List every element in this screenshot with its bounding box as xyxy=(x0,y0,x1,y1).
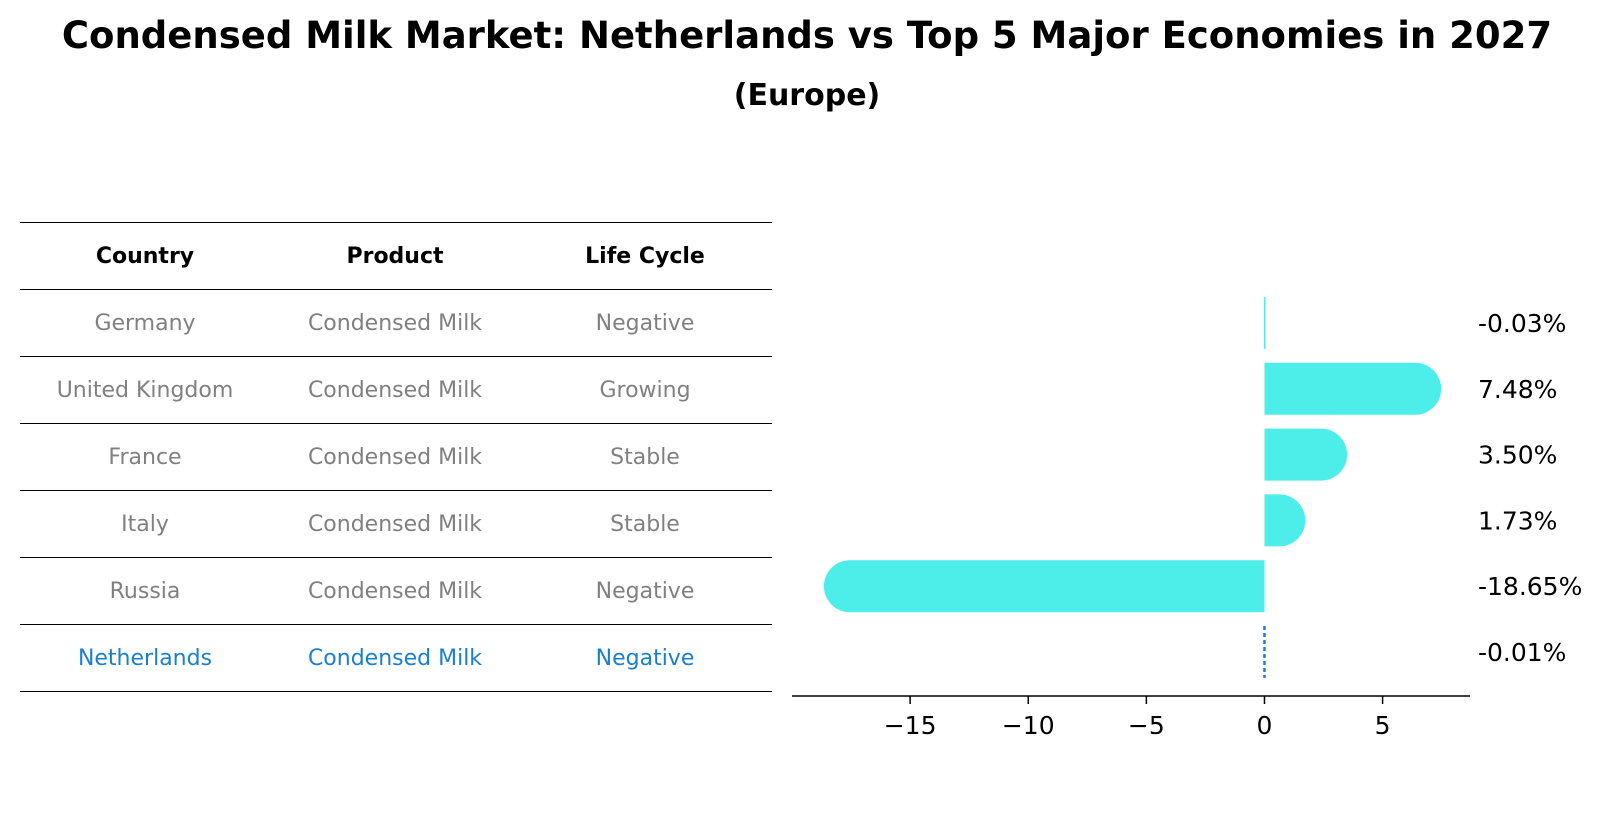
chart-title: Condensed Milk Market: Netherlands vs To… xyxy=(61,14,1553,57)
bar xyxy=(1263,297,1266,349)
cell-life-cycle: Negative xyxy=(595,578,695,604)
value-label: -0.03% xyxy=(1478,309,1566,338)
value-label: -0.01% xyxy=(1478,638,1566,667)
table-row: France Condensed Milk Stable xyxy=(20,423,772,490)
table-row: Italy Condensed Milk Stable xyxy=(20,490,772,557)
table-row-highlighted: Netherlands Condensed Milk Negative xyxy=(20,624,772,692)
cell-life-cycle: Growing xyxy=(599,377,691,403)
comparison-table: Country Product Life Cycle Germany Conde… xyxy=(20,222,772,692)
x-tick-label: 0 xyxy=(1257,711,1273,740)
cell-life-cycle: Negative xyxy=(595,645,695,671)
x-tick-label: −10 xyxy=(1002,711,1055,740)
cell-product: Condensed Milk xyxy=(307,310,483,336)
cell-country: Russia xyxy=(109,578,181,604)
header-product: Product xyxy=(346,243,444,269)
x-tick-label: −15 xyxy=(884,711,937,740)
x-tick-label: −5 xyxy=(1128,711,1165,740)
bar xyxy=(823,560,1265,613)
cell-product: Condensed Milk xyxy=(307,444,483,470)
cell-life-cycle: Stable xyxy=(610,511,680,537)
bar xyxy=(1264,362,1442,415)
cell-country: France xyxy=(108,444,182,470)
cell-country: Netherlands xyxy=(77,645,213,671)
cell-life-cycle: Negative xyxy=(595,310,695,336)
x-tick-label: 5 xyxy=(1375,711,1391,740)
value-label: -18.65% xyxy=(1478,572,1582,601)
cell-product: Condensed Milk xyxy=(307,377,483,403)
header-life-cycle: Life Cycle xyxy=(585,243,705,269)
value-label: 7.48% xyxy=(1478,375,1557,404)
chart-subtitle: (Europe) xyxy=(733,78,881,113)
value-label: 3.50% xyxy=(1478,441,1557,470)
cell-country: Italy xyxy=(121,511,169,537)
table-row: Germany Condensed Milk Negative xyxy=(20,289,772,356)
bar xyxy=(1264,494,1306,547)
cell-country: United Kingdom xyxy=(56,377,234,403)
bar xyxy=(1264,428,1348,481)
value-label: 1.73% xyxy=(1478,506,1557,535)
cell-product: Condensed Milk xyxy=(307,511,483,537)
cell-country: Germany xyxy=(94,310,196,336)
header-country: Country xyxy=(95,243,195,269)
table-row: United Kingdom Condensed Milk Growing xyxy=(20,356,772,423)
table-row: Russia Condensed Milk Negative xyxy=(20,557,772,624)
cell-product: Condensed Milk xyxy=(307,578,483,604)
cell-product: Condensed Milk xyxy=(307,645,483,671)
cell-life-cycle: Stable xyxy=(610,444,680,470)
table-header-row: Country Product Life Cycle xyxy=(20,222,772,289)
